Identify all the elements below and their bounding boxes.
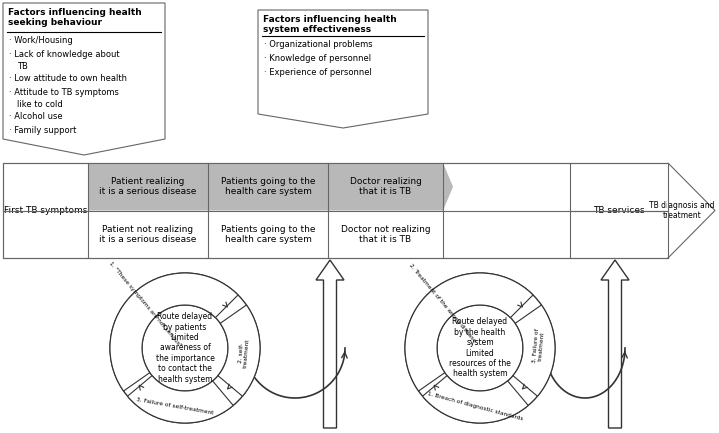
Text: · Attitude to TB symptoms: · Attitude to TB symptoms [9,88,119,97]
Text: Doctor not realizing
that it is TB: Doctor not realizing that it is TB [341,225,430,244]
Text: Patients going to the
health care system: Patients going to the health care system [221,177,315,197]
Text: Route delayed
by the health
system
Limited
resources of the
health system: Route delayed by the health system Limit… [449,317,511,378]
Text: · Experience of personnel: · Experience of personnel [264,68,372,77]
Text: 3. Failure of self-treatment: 3. Failure of self-treatment [136,397,214,415]
Text: 2. Treatment of the wrong disease: 2. Treatment of the wrong disease [408,262,477,343]
Text: 1. Breach of diagnostic standards: 1. Breach of diagnostic standards [426,391,523,422]
Polygon shape [601,260,629,428]
Text: · Work/Housing: · Work/Housing [9,36,73,45]
Text: Route delayed
by patients
Limited
awareness of
the importance
to contact the
hea: Route delayed by patients Limited awaren… [155,312,214,384]
Bar [3,163,668,258]
Polygon shape [258,10,428,128]
Polygon shape [88,163,453,210]
Bar [3,163,668,258]
Bar [667,164,669,257]
Text: Factors influencing health
system effectiveness: Factors influencing health system effect… [263,15,397,34]
Polygon shape [316,260,344,428]
Text: · Family support: · Family support [9,126,76,135]
Text: Doctor realizing
that it is TB: Doctor realizing that it is TB [349,177,421,197]
Text: · Organizational problems: · Organizational problems [264,40,372,49]
Text: 3. Failure of
treatment: 3. Failure of treatment [532,328,546,364]
Text: like to cold: like to cold [17,100,63,109]
Text: First TB symptoms: First TB symptoms [4,206,87,215]
Text: 1. "These symptoms are not serious": 1. "These symptoms are not serious" [109,261,183,348]
Polygon shape [423,376,528,423]
Text: 2. self-
treatment: 2. self- treatment [237,338,250,368]
Polygon shape [405,273,533,391]
Polygon shape [3,3,165,155]
Text: · Lack of knowledge about: · Lack of knowledge about [9,50,119,59]
Text: · Knowledge of personnel: · Knowledge of personnel [264,54,371,63]
Text: · Alcohol use: · Alcohol use [9,112,63,121]
Polygon shape [668,163,715,258]
Polygon shape [218,305,260,396]
Text: · Low attitude to own health: · Low attitude to own health [9,74,127,83]
Text: TB: TB [17,62,28,71]
Text: Factors influencing health
seeking behaviour: Factors influencing health seeking behav… [8,8,142,27]
Text: TB diagnosis and
treatment: TB diagnosis and treatment [649,201,715,220]
Polygon shape [127,376,233,423]
Text: Patient realizing
it is a serious disease: Patient realizing it is a serious diseas… [99,177,197,197]
Text: TB services: TB services [593,206,645,215]
Text: Patient not realizing
it is a serious disease: Patient not realizing it is a serious di… [99,225,197,244]
Polygon shape [110,273,238,391]
Polygon shape [513,305,555,396]
Text: Patients going to the
health care system: Patients going to the health care system [221,225,315,244]
